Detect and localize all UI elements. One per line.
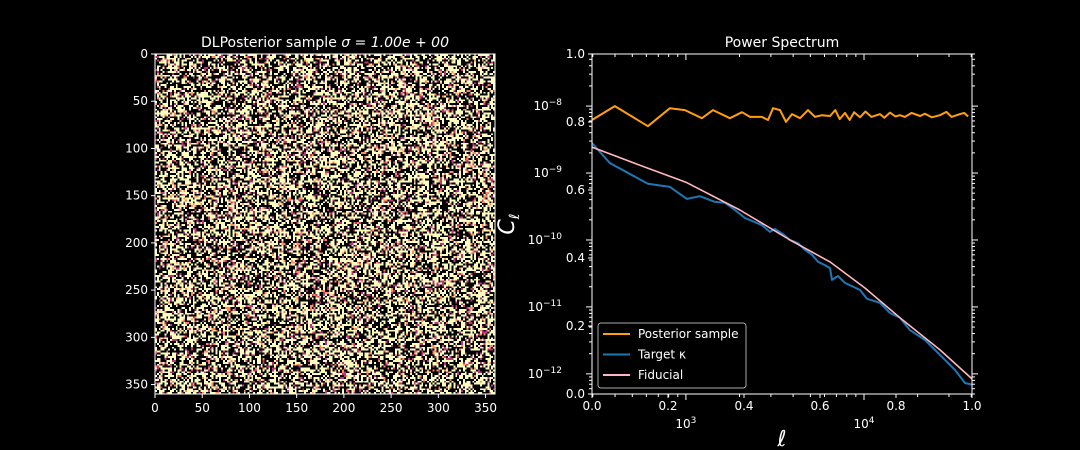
- linear-x-tick-label: 1.0: [962, 399, 981, 413]
- tick-exp: −8: [549, 98, 563, 108]
- linear-x-tick-label: 0.8: [886, 399, 905, 413]
- legend-label-1: Target κ: [637, 348, 686, 362]
- linear-y-tick-label: 0.4: [566, 251, 585, 265]
- log-x-tick-label: 103: [675, 416, 696, 431]
- tick-base: 10: [533, 99, 548, 113]
- log-y-tick-label: 10−9: [533, 165, 562, 180]
- linear-y-tick-label: 1.0: [566, 47, 585, 61]
- x-tick-label: 0: [151, 401, 159, 415]
- y-tick-label: 350: [125, 378, 148, 392]
- tick-exp: 4: [869, 416, 875, 426]
- tick-base: 10: [528, 367, 543, 381]
- linear-x-tick-label: 0.6: [810, 399, 829, 413]
- linear-x-tick-label: 0.2: [658, 399, 677, 413]
- tick-base: 10: [533, 166, 548, 180]
- series-line-0: [592, 106, 968, 126]
- x-axis-label: ℓ: [776, 427, 786, 450]
- y-tick-label: 50: [133, 94, 148, 108]
- y-axis-label: Cℓ: [495, 213, 523, 234]
- log-x-tick-label: 104: [853, 416, 874, 431]
- y-tick-label: 200: [125, 236, 148, 250]
- log-y-tick-label: 10−10: [528, 232, 563, 247]
- x-tick-label: 150: [285, 401, 308, 415]
- tick-exp: −11: [543, 299, 562, 309]
- tick-exp: −9: [549, 165, 563, 175]
- heatmap-title: DLPosterior sample σ = 1.00e + 00: [201, 35, 449, 51]
- x-tick-label: 100: [238, 401, 261, 415]
- x-tick-label: 200: [332, 401, 355, 415]
- tick-base: 10: [528, 233, 543, 247]
- tick-base: 10: [853, 417, 868, 431]
- y-tick-label: 0: [140, 47, 148, 61]
- linear-x-tick-label: 0.4: [734, 399, 753, 413]
- linear-y-tick-label: 0.0: [566, 387, 585, 401]
- tick-exp: −10: [543, 232, 562, 242]
- ylabel-sub: ℓ: [507, 213, 523, 220]
- log-y-tick-label: 10−12: [528, 366, 562, 381]
- legend: Posterior sample Target κ Fiducial: [598, 323, 746, 388]
- log-y-tick-label: 10−8: [533, 98, 562, 113]
- title-text: DLPosterior sample: [201, 35, 341, 51]
- image-frame: [155, 54, 495, 394]
- ylabel-main: C: [495, 219, 520, 235]
- title-math: σ = 1.00e + 00: [341, 35, 449, 51]
- legend-label-2: Fiducial: [638, 368, 683, 382]
- legend-label-0: Posterior sample: [638, 327, 738, 341]
- x-tick-label: 50: [195, 401, 210, 415]
- x-tick-label: 300: [427, 401, 450, 415]
- y-tick-label: 150: [125, 189, 148, 203]
- tick-base: 10: [528, 300, 543, 314]
- linear-y-tick-label: 0.6: [566, 183, 585, 197]
- y-tick-label: 300: [125, 330, 148, 344]
- y-tick-label: 100: [125, 141, 148, 155]
- y-tick-label: 250: [125, 283, 148, 297]
- log-y-tick-label: 10−11: [528, 299, 562, 314]
- chart-title: Power Spectrum: [725, 35, 840, 51]
- tick-exp: 3: [691, 416, 697, 426]
- x-tick-label: 250: [380, 401, 403, 415]
- linear-y-tick-label: 0.2: [566, 319, 585, 333]
- linear-y-tick-label: 0.8: [566, 115, 585, 129]
- tick-exp: −12: [543, 366, 562, 376]
- x-tick-label: 350: [474, 401, 497, 415]
- tick-base: 10: [675, 417, 690, 431]
- linear-x-tick-label: 0.0: [582, 399, 601, 413]
